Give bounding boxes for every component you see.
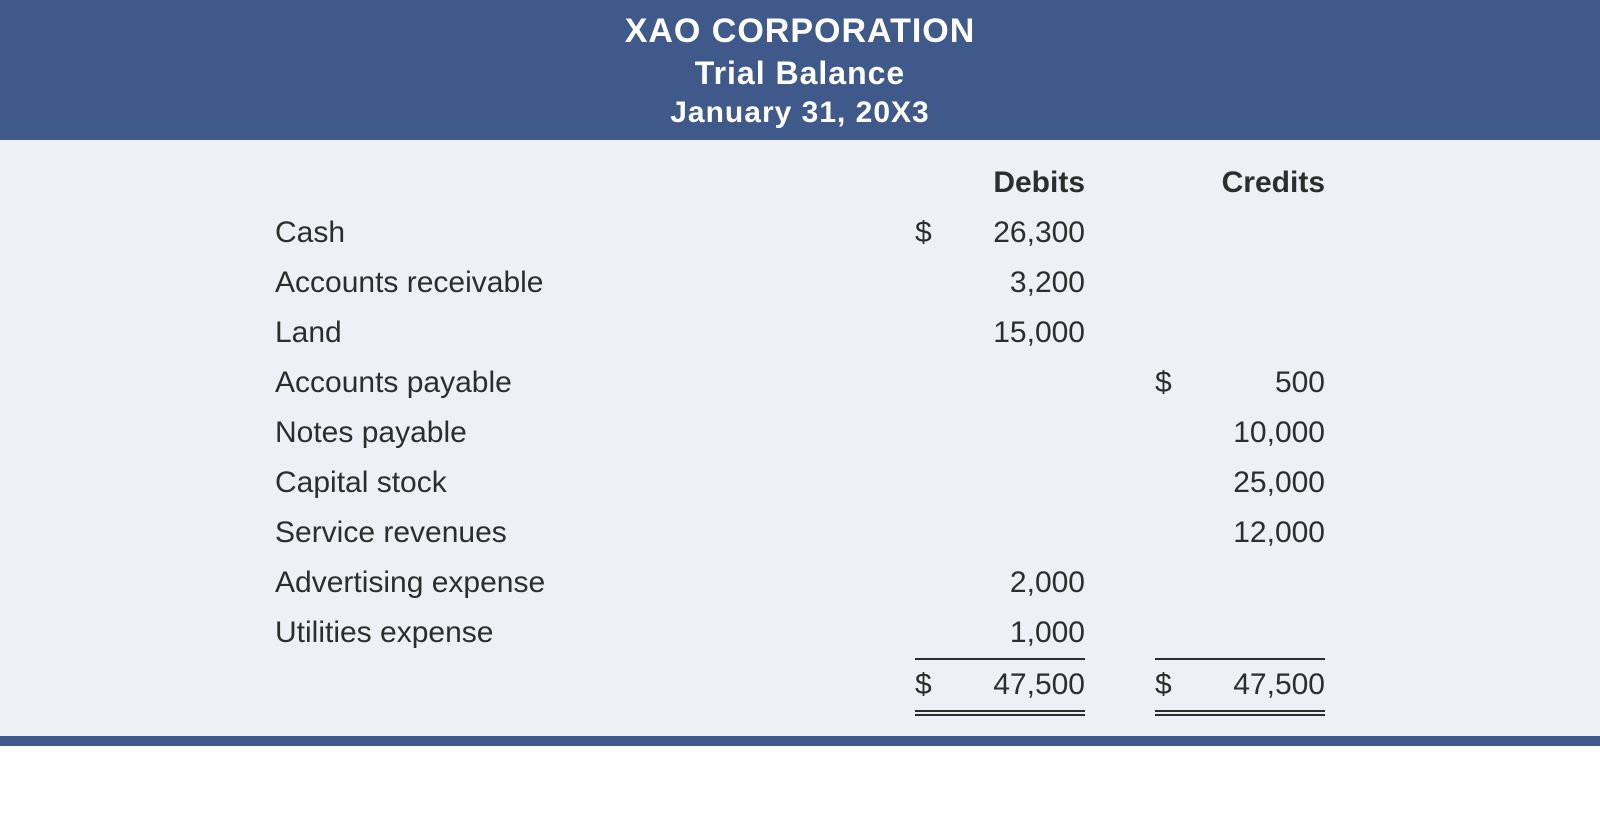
debit-total-currency: $ [915,659,945,711]
report-title: Trial Balance [0,55,1600,92]
debit-currency [915,608,945,659]
credit-currency [1155,208,1185,258]
credit-currency [1155,258,1185,308]
table-row: Land 15,000 [275,308,1325,358]
debit-currency [915,308,945,358]
report-date: January 31, 20X3 [0,96,1600,130]
debit-currency [915,408,945,458]
debit-amount: 26,300 [945,208,1085,258]
credit-amount: 25,000 [1185,458,1325,508]
debit-amount [945,508,1085,558]
table-row: Accounts receivable 3,200 [275,258,1325,308]
column-header-row: Debits Credits [275,158,1325,208]
debit-amount: 2,000 [945,558,1085,608]
credit-currency [1155,608,1185,659]
debit-currency [915,508,945,558]
credit-amount: 500 [1185,358,1325,408]
debit-amount [945,458,1085,508]
table-row: Cash $ 26,300 [275,208,1325,258]
debit-currency [915,358,945,408]
account-name: Accounts receivable [275,258,915,308]
credit-currency: $ [1155,358,1185,408]
table-row: Accounts payable $ 500 [275,358,1325,408]
totals-row: $ 47,500 $ 47,500 [275,659,1325,711]
credit-amount [1185,258,1325,308]
debit-currency [915,258,945,308]
credit-total-currency: $ [1155,659,1185,711]
account-name: Advertising expense [275,558,915,608]
table-row: Advertising expense 2,000 [275,558,1325,608]
account-name: Notes payable [275,408,915,458]
credit-amount [1185,308,1325,358]
debit-amount: 1,000 [945,608,1085,659]
report-header: XAO CORPORATION Trial Balance January 31… [0,4,1600,140]
account-name: Cash [275,208,915,258]
credit-amount: 12,000 [1185,508,1325,558]
credit-amount [1185,558,1325,608]
credit-currency [1155,558,1185,608]
table-row: Capital stock 25,000 [275,458,1325,508]
account-name: Land [275,308,915,358]
credit-currency [1155,308,1185,358]
table-row: Service revenues 12,000 [275,508,1325,558]
credits-header: Credits [1185,158,1325,208]
debit-currency: $ [915,208,945,258]
company-name: XAO CORPORATION [0,12,1600,51]
credit-total: 47,500 [1185,659,1325,711]
table-row: Notes payable 10,000 [275,408,1325,458]
debit-total: 47,500 [945,659,1085,711]
debit-currency [915,458,945,508]
report-body: Debits Credits Cash $ 26,300 Accounts re… [0,140,1600,736]
debit-amount [945,358,1085,408]
account-name: Utilities expense [275,608,915,659]
debit-currency [915,558,945,608]
account-name: Capital stock [275,458,915,508]
account-name: Accounts payable [275,358,915,408]
debit-amount: 3,200 [945,258,1085,308]
credit-amount [1185,608,1325,659]
credit-currency [1155,408,1185,458]
debits-header: Debits [945,158,1085,208]
credit-amount [1185,208,1325,258]
credit-currency [1155,508,1185,558]
debit-amount [945,408,1085,458]
credit-currency [1155,458,1185,508]
credit-amount: 10,000 [1185,408,1325,458]
trial-balance-table: Debits Credits Cash $ 26,300 Accounts re… [275,158,1325,712]
debit-amount: 15,000 [945,308,1085,358]
table-row: Utilities expense 1,000 [275,608,1325,659]
trial-balance-frame: XAO CORPORATION Trial Balance January 31… [0,0,1600,746]
account-name: Service revenues [275,508,915,558]
